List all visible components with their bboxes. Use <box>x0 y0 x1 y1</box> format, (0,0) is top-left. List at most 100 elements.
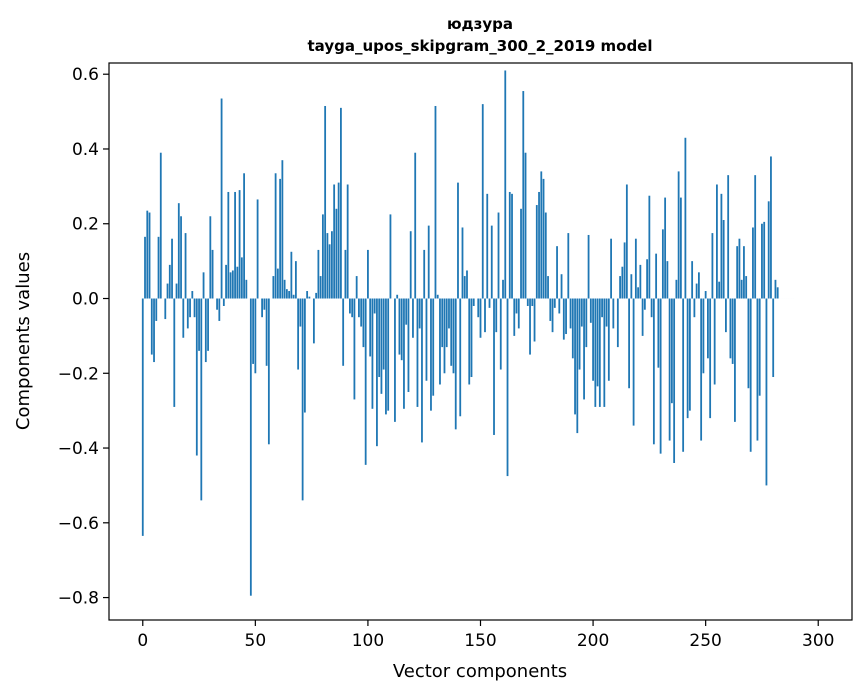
bar-component-22 <box>191 291 194 299</box>
bar-component-65 <box>288 291 291 299</box>
bar-component-227 <box>652 298 655 445</box>
bar-component-191 <box>571 298 574 359</box>
bar-component-246 <box>695 283 698 299</box>
bar-component-224 <box>646 259 649 299</box>
bar-component-270 <box>749 298 752 452</box>
bar-component-218 <box>632 298 635 426</box>
y-axis-ticks: −0.8 −0.6 −0.4 −0.2 0.0 0.2 0.4 0.6 <box>58 65 109 609</box>
bar-component-208 <box>610 238 612 299</box>
bar-component-186 <box>560 274 563 299</box>
bar-component-53 <box>261 298 263 318</box>
bar-component-222 <box>641 298 644 336</box>
bar-component-121 <box>414 152 417 299</box>
bar-component-145 <box>468 298 471 385</box>
bar-component-261 <box>729 298 732 359</box>
bar-component-217 <box>630 274 633 299</box>
bar-component-176 <box>538 191 540 299</box>
bar-component-149 <box>477 298 480 318</box>
bar-component-249 <box>702 298 705 374</box>
bar-component-202 <box>596 298 599 387</box>
bar-component-131 <box>436 294 439 299</box>
bar-component-51 <box>256 199 259 299</box>
bar-component-44 <box>240 257 243 299</box>
bar-component-136 <box>448 298 450 329</box>
bar-component-141 <box>459 298 462 417</box>
bar-component-48 <box>249 298 252 596</box>
bar-component-203 <box>598 298 601 407</box>
bar-component-125 <box>423 249 426 299</box>
bar-component-247 <box>698 272 700 299</box>
bar-component-92 <box>349 298 351 314</box>
bar-component-50 <box>254 298 257 374</box>
bar-component-250 <box>704 291 707 299</box>
bar-component-235 <box>670 298 673 404</box>
bar-component-137 <box>450 298 453 366</box>
bar-component-94 <box>353 298 356 400</box>
bar-component-236 <box>673 298 676 463</box>
bar-component-153 <box>486 193 489 299</box>
bar-component-185 <box>558 298 561 314</box>
bar-component-127 <box>427 225 430 299</box>
bar-component-206 <box>605 298 608 327</box>
bar-component-93 <box>351 298 354 318</box>
bar-component-130 <box>434 105 437 299</box>
bar-component-26 <box>200 298 203 501</box>
y-tick-label: −0.2 <box>58 364 99 384</box>
bar-component-110 <box>389 214 392 299</box>
bar-component-162 <box>506 298 509 477</box>
bar-component-43 <box>238 190 241 299</box>
bar-component-107 <box>382 298 385 370</box>
bar-component-60 <box>276 268 279 299</box>
bar-component-120 <box>412 298 414 338</box>
bar-component-209 <box>612 298 615 329</box>
bar-component-69 <box>297 298 300 370</box>
bar-component-85 <box>333 184 336 299</box>
chart-title-line-2: tayga_upos_skipgram_300_2_2019 model <box>308 37 653 55</box>
x-tick-label: 150 <box>464 631 496 651</box>
bar-component-113 <box>396 294 399 299</box>
bar-component-34 <box>218 298 221 321</box>
bar-component-123 <box>418 298 421 329</box>
bar-component-216 <box>628 298 630 389</box>
chart-title-line-1: юдзура <box>447 15 513 33</box>
bar-component-25 <box>198 298 200 351</box>
bar-component-97 <box>360 298 363 327</box>
bar-component-281 <box>774 279 777 299</box>
bar-component-16 <box>177 203 180 299</box>
bar-component-73 <box>306 291 309 299</box>
bar-component-244 <box>691 261 694 299</box>
bar-component-39 <box>229 272 232 299</box>
bar-component-112 <box>394 298 396 422</box>
bar-component-188 <box>565 298 567 335</box>
bar-component-161 <box>504 70 507 299</box>
bar-component-157 <box>495 298 498 333</box>
bar-component-211 <box>616 298 619 348</box>
bar-component-168 <box>520 208 522 299</box>
bar-component-240 <box>682 298 685 452</box>
bar-component-196 <box>583 298 585 400</box>
bar-component-3 <box>148 212 151 299</box>
bar-component-20 <box>186 298 189 329</box>
bar-component-220 <box>637 287 640 299</box>
bar-component-143 <box>463 276 466 299</box>
bar-component-95 <box>355 276 358 299</box>
bar-component-212 <box>619 276 621 299</box>
bar-component-37 <box>225 264 227 299</box>
bar-component-134 <box>443 298 446 374</box>
bar-component-213 <box>621 266 624 299</box>
bar-component-275 <box>761 223 763 299</box>
bar-component-156 <box>493 298 495 435</box>
bar-component-64 <box>285 289 288 299</box>
bar-component-277 <box>765 298 768 486</box>
bar-component-252 <box>709 298 712 419</box>
x-tick-label: 50 <box>245 631 267 651</box>
bar-component-146 <box>470 298 473 378</box>
bar-component-81 <box>324 105 327 299</box>
bar-component-28 <box>204 298 207 363</box>
bar-component-41 <box>234 191 236 299</box>
bar-component-237 <box>675 279 678 299</box>
bar-component-207 <box>607 298 610 381</box>
bar-component-98 <box>362 298 365 348</box>
bar-component-241 <box>684 137 687 299</box>
